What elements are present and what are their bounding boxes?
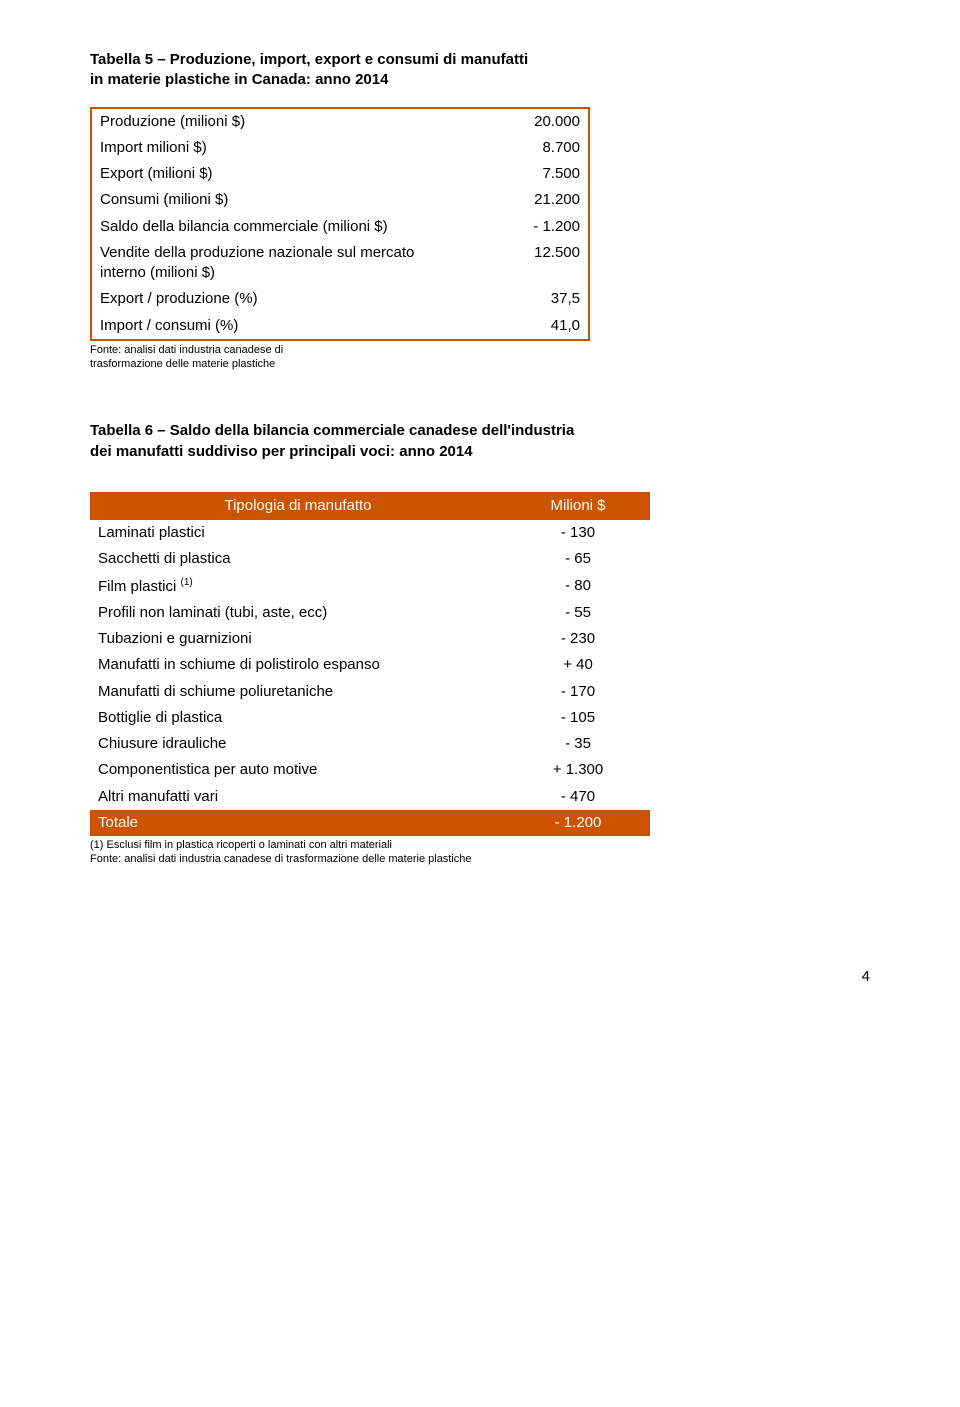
t6-row-value: - 170 <box>506 679 650 705</box>
t6-row-label: Manufatti di schiume poliuretaniche <box>90 679 506 705</box>
t6-h2: Milioni $ <box>506 492 650 520</box>
t6-row-value: - 105 <box>506 705 650 731</box>
t6-row-value: - 55 <box>506 600 650 626</box>
t6-row-label: Laminati plastici <box>90 520 506 546</box>
t5-row-value: - 1.200 <box>455 214 589 240</box>
t5-row-label: Import / consumi (%) <box>91 313 455 340</box>
t6-row-label: Altri manufatti vari <box>90 784 506 810</box>
table6: Tipologia di manufatto Milioni $ Laminat… <box>90 492 650 836</box>
table5-source: Fonte: analisi dati industria canadese d… <box>90 343 590 372</box>
t5-title-l1: Tabella 5 – Produzione, import, export e… <box>90 51 528 68</box>
t6-row-value: - 130 <box>506 520 650 546</box>
t6-row-label: Componentistica per auto motive <box>90 757 506 783</box>
t5-row-label: Export / produzione (%) <box>91 286 455 312</box>
table5: Produzione (milioni $)20.000Import milio… <box>90 107 590 341</box>
t6-row-value: - 80 <box>506 573 650 600</box>
t6-title-l2: dei manufatti suddiviso per principali v… <box>90 443 473 460</box>
t5-row-label: Export (milioni $) <box>91 161 455 187</box>
t6-totale-value: - 1.200 <box>506 810 650 836</box>
t6-row-value: + 40 <box>506 652 650 678</box>
t6-h1: Tipologia di manufatto <box>90 492 506 520</box>
t6-row-value: + 1.300 <box>506 757 650 783</box>
t5-row-value: 41,0 <box>455 313 589 340</box>
t5-row-label: Saldo della bilancia commerciale (milion… <box>91 214 455 240</box>
t5-row-value: 7.500 <box>455 161 589 187</box>
t6-row-label: Sacchetti di plastica <box>90 546 506 572</box>
t6-row-label: Profili non laminati (tubi, aste, ecc) <box>90 600 506 626</box>
t5-row-value: 8.700 <box>455 135 589 161</box>
t5-row-value: 37,5 <box>455 286 589 312</box>
t5-row-label: Produzione (milioni $) <box>91 108 455 135</box>
t5-row-value: 21.200 <box>455 187 589 213</box>
table6-notes: (1) Esclusi film in plastica ricoperti o… <box>90 838 710 867</box>
t5-row-label: Vendite della produzione nazionale sul m… <box>91 240 455 287</box>
page-number: 4 <box>90 967 870 987</box>
t5-title-l2: in materie plastiche in Canada: anno 201… <box>90 71 388 88</box>
t5-row-value: 20.000 <box>455 108 589 135</box>
t6-row-value: - 470 <box>506 784 650 810</box>
t6-title-l1: Tabella 6 – Saldo della bilancia commerc… <box>90 422 574 439</box>
t6-row-label: Bottiglie di plastica <box>90 705 506 731</box>
t6-row-value: - 35 <box>506 731 650 757</box>
t5-row-label: Consumi (milioni $) <box>91 187 455 213</box>
t6-row-label: Chiusure idrauliche <box>90 731 506 757</box>
t6-note1: (1) Esclusi film in plastica ricoperti o… <box>90 839 392 851</box>
t6-row-label: Manufatti in schiume di polistirolo espa… <box>90 652 506 678</box>
table5-title: Tabella 5 – Produzione, import, export e… <box>90 50 870 91</box>
table6-title: Tabella 6 – Saldo della bilancia commerc… <box>90 421 870 462</box>
t6-row-value: - 65 <box>506 546 650 572</box>
t6-totale-label: Totale <box>90 810 506 836</box>
t6-row-value: - 230 <box>506 626 650 652</box>
t5-source-l2: trasformazione delle materie plastiche <box>90 358 275 370</box>
t6-row-label: Tubazioni e guarnizioni <box>90 626 506 652</box>
t6-source: Fonte: analisi dati industria canadese d… <box>90 853 472 865</box>
t5-row-label: Import milioni $) <box>91 135 455 161</box>
t5-row-value: 12.500 <box>455 240 589 287</box>
t5-source-l1: Fonte: analisi dati industria canadese d… <box>90 344 283 356</box>
t6-row-label: Film plastici (1) <box>90 573 506 600</box>
